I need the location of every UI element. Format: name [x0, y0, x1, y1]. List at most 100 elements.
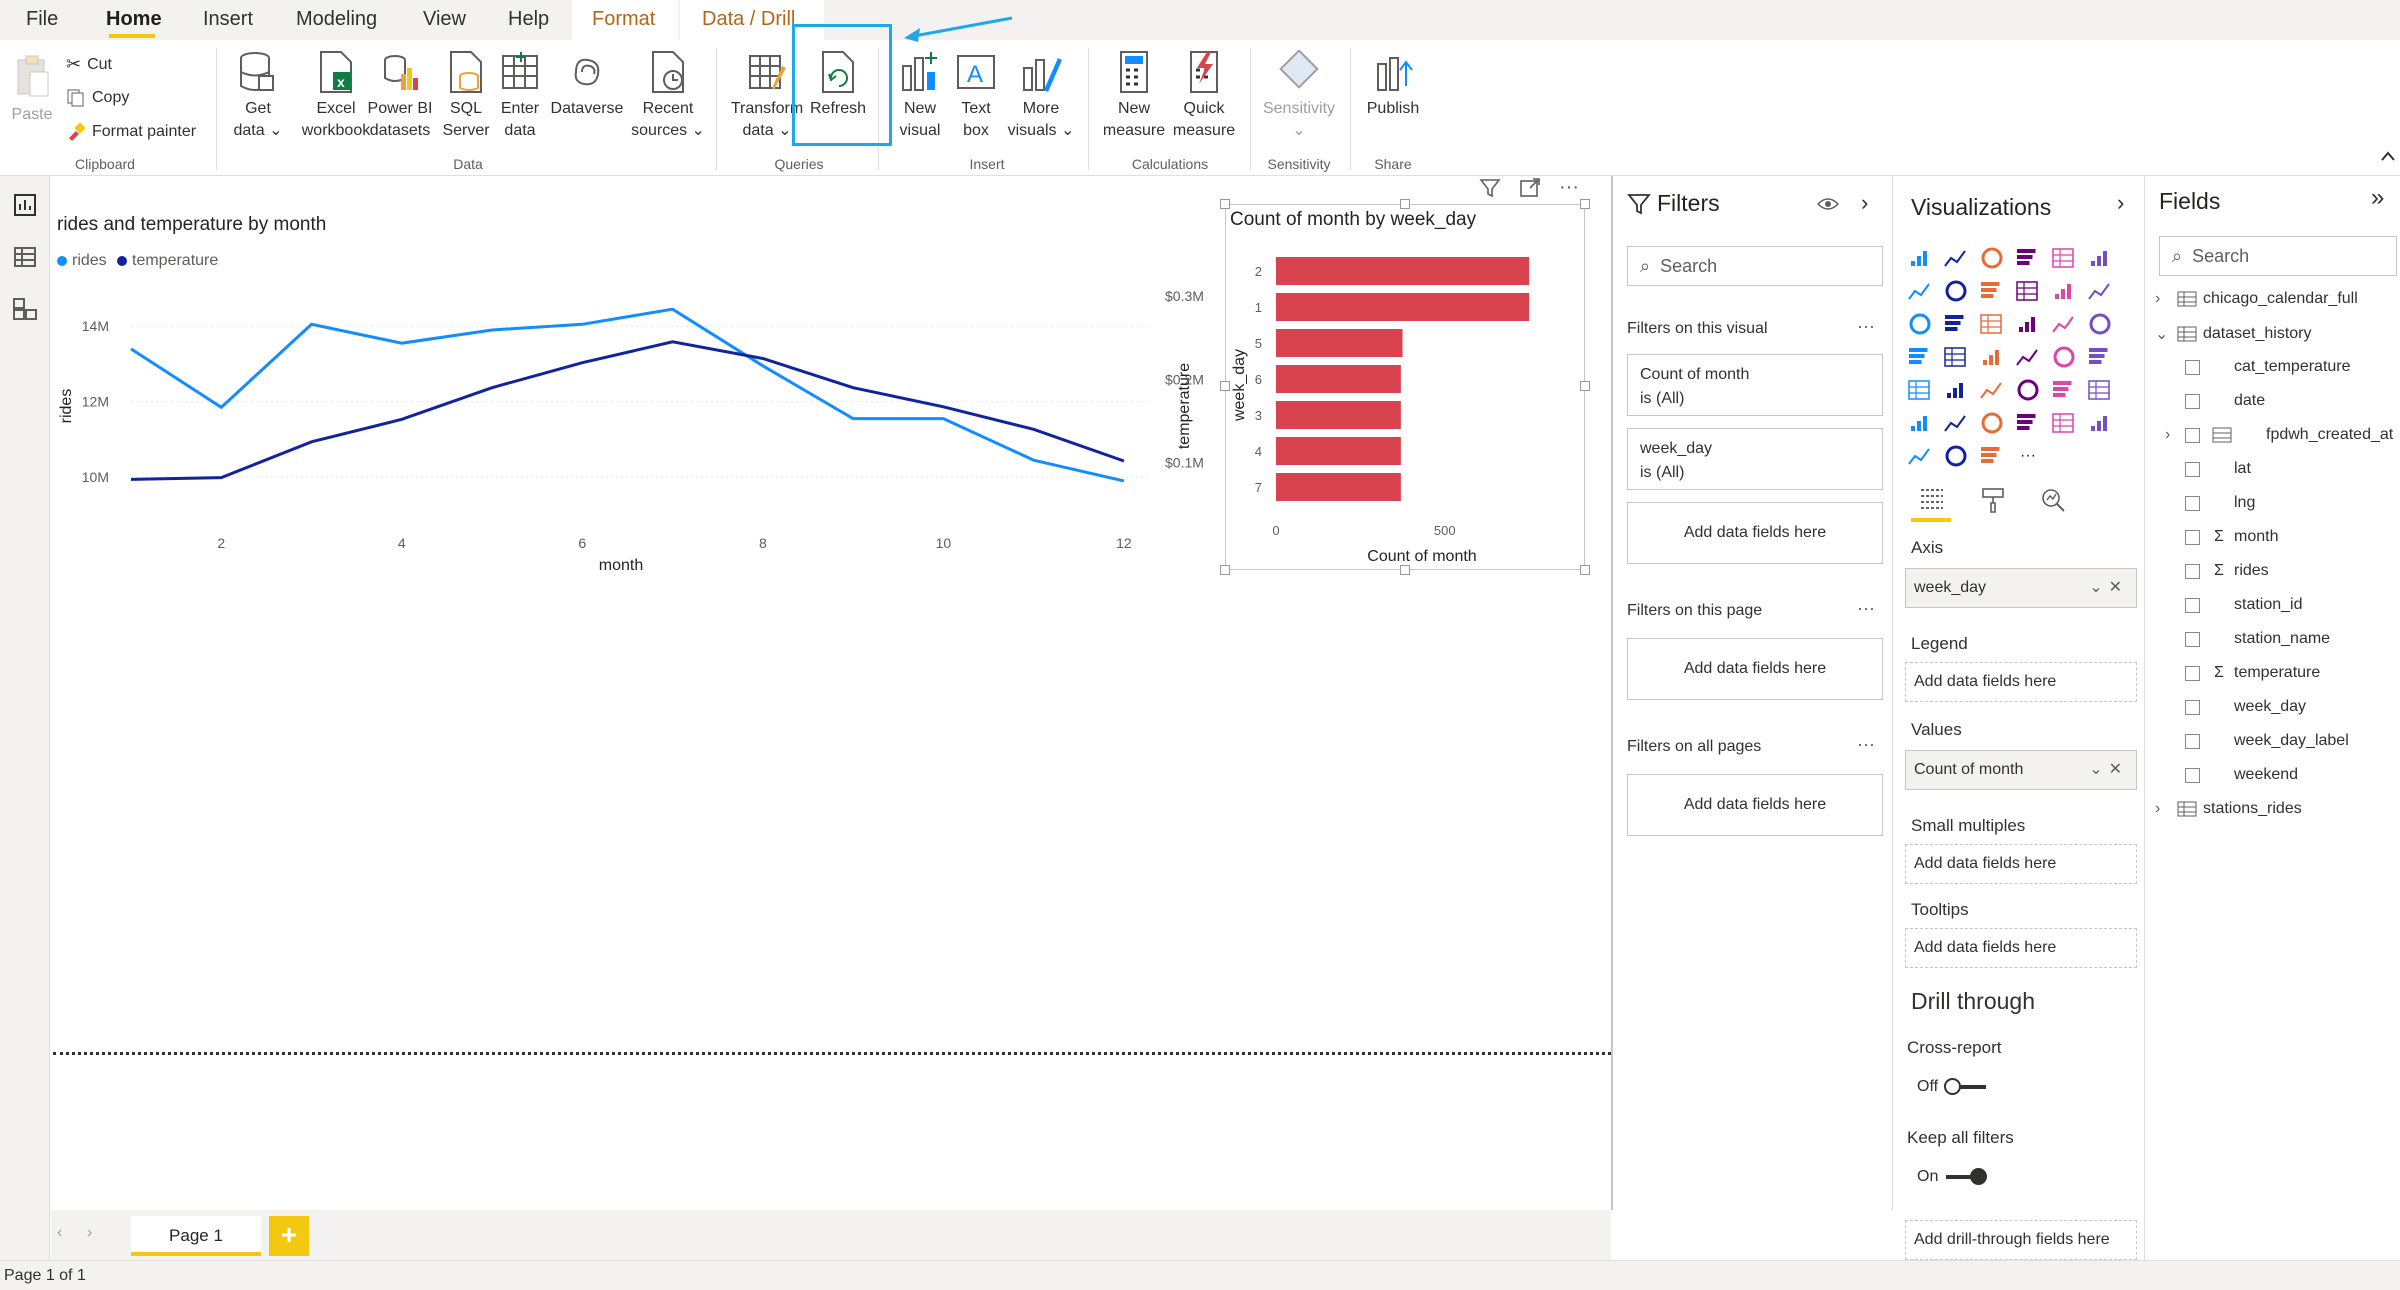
visual-type-icon[interactable] [2085, 409, 2115, 437]
menu-insert[interactable]: Insert [203, 8, 254, 30]
resize-handle[interactable] [1580, 381, 1590, 391]
field-row-week-day[interactable]: week_day [2185, 698, 2306, 716]
recent-sources-button[interactable]: Recent sources ⌄ [630, 50, 706, 142]
visual-type-icon[interactable] [2049, 376, 2079, 404]
get-data-button[interactable]: Get data ⌄ [228, 50, 288, 142]
visual-type-icon[interactable] [2013, 277, 2043, 305]
field-checkbox[interactable] [2185, 597, 2200, 613]
fields-well-icon[interactable] [1917, 486, 1947, 512]
resize-handle[interactable] [1400, 199, 1410, 209]
visual-type-icon[interactable] [1977, 343, 2007, 371]
visual-type-icon[interactable] [2049, 244, 2079, 272]
more-options-icon[interactable]: ··· [1559, 176, 1579, 198]
visual-type-icon[interactable] [1977, 442, 2007, 470]
fields-search-input[interactable]: ⌕ Search [2159, 236, 2397, 276]
field-row-lng[interactable]: lng [2185, 494, 2255, 512]
visual-type-icon[interactable] [2013, 409, 2043, 437]
field-checkbox[interactable] [2185, 427, 2200, 443]
visual-type-icon[interactable] [2049, 409, 2079, 437]
paste-button[interactable]: Paste [10, 52, 54, 126]
visual-type-icon[interactable] [2085, 310, 2115, 338]
field-checkbox[interactable] [2185, 665, 2200, 681]
visual-type-icon[interactable] [1941, 310, 1971, 338]
text-box-button[interactable]: A Text box [950, 50, 1002, 142]
visual-type-icon[interactable] [1941, 343, 1971, 371]
visual-type-icon[interactable] [2085, 376, 2115, 404]
visual-type-icon[interactable] [2013, 343, 2043, 371]
all-pages-filters-drop-zone[interactable]: Add data fields here [1627, 774, 1883, 836]
more-options-icon[interactable]: ··· [1857, 598, 1875, 618]
model-view-icon[interactable] [12, 296, 38, 322]
report-view-icon[interactable] [12, 192, 38, 218]
prev-page-icon[interactable]: ‹ [57, 1224, 63, 1241]
small-multiples-drop-zone[interactable]: Add data fields here [1905, 844, 2137, 884]
field-checkbox[interactable] [2185, 699, 2200, 715]
bar-chart-visual[interactable]: Count of month by week_day 2 1 5 6 3 4 7 0 500 Co… [1220, 199, 1590, 575]
field-row-fpdwh-created-at[interactable]: › fpdwh_created_at [2165, 426, 2393, 444]
visual-type-icon[interactable] [2013, 244, 2043, 272]
menu-home[interactable]: Home [106, 8, 162, 30]
visual-type-icon[interactable] [1905, 442, 1935, 470]
field-checkbox[interactable] [2185, 767, 2200, 783]
visual-type-icon[interactable] [1905, 244, 1935, 272]
more-options-icon[interactable]: ··· [1857, 734, 1875, 754]
field-checkbox[interactable] [2185, 495, 2200, 511]
format-paintroller-icon[interactable] [1979, 486, 2007, 514]
field-row-station-id[interactable]: station_id [2185, 596, 2303, 614]
keep-all-filters-toggle[interactable]: On [1917, 1168, 1988, 1186]
enter-data-button[interactable]: Enter data [494, 50, 546, 142]
resize-handle[interactable] [1220, 381, 1230, 391]
cross-report-toggle[interactable]: Off [1917, 1078, 1987, 1096]
axis-field-week-day[interactable]: week_day ⌄✕ [1905, 568, 2137, 608]
menu-format[interactable]: Format [592, 8, 656, 30]
resize-handle[interactable] [1220, 565, 1230, 575]
resize-handle[interactable] [1220, 199, 1230, 209]
values-field-count-of-month[interactable]: Count of month ⌄✕ [1905, 750, 2137, 790]
filter-card-week-day[interactable]: week_day is (All) [1627, 428, 1883, 490]
more-options-icon[interactable]: ··· [1857, 316, 1875, 336]
chevron-down-icon[interactable]: ⌄ [2155, 326, 2169, 343]
legend-drop-zone[interactable]: Add data fields here [1905, 662, 2137, 702]
field-controls-icon[interactable]: ⌄✕ [2089, 761, 2128, 778]
visual-type-icon[interactable] [1941, 376, 1971, 404]
focus-mode-icon[interactable] [1519, 177, 1541, 199]
visual-type-icon[interactable] [2049, 343, 2079, 371]
next-page-icon[interactable]: › [87, 1224, 93, 1241]
more-visuals-button[interactable]: More visuals ⌄ [1004, 50, 1078, 142]
cut-button[interactable]: ✂ Cut [66, 54, 112, 74]
field-row-cat-temperature[interactable]: cat_temperature [2185, 358, 2351, 376]
field-checkbox[interactable] [2185, 393, 2200, 409]
resize-handle[interactable] [1580, 199, 1590, 209]
visual-type-icon[interactable] [2049, 310, 2079, 338]
legend-temperature[interactable]: temperature [117, 252, 218, 270]
dataverse-button[interactable]: Dataverse [546, 50, 628, 120]
refresh-button[interactable]: Refresh [806, 50, 870, 120]
menu-modeling[interactable]: Modeling [296, 8, 378, 30]
visual-type-icon[interactable] [1977, 310, 2007, 338]
field-row-station-name[interactable]: station_name [2185, 630, 2330, 648]
new-visual-button[interactable]: New visual [890, 50, 950, 142]
resize-handle[interactable] [1580, 565, 1590, 575]
visual-type-icon[interactable] [1905, 277, 1935, 305]
page-filters-drop-zone[interactable]: Add data fields here [1627, 638, 1883, 700]
eye-icon[interactable] [1817, 196, 1839, 212]
collapse-fields-icon[interactable]: » [2371, 184, 2385, 211]
tooltips-drop-zone[interactable]: Add data fields here [1905, 928, 2137, 968]
visual-type-icon[interactable] [2013, 376, 2043, 404]
sensitivity-button[interactable]: Sensitivity ⌄ [1256, 50, 1342, 142]
field-checkbox[interactable] [2185, 461, 2200, 477]
add-page-button[interactable]: + [269, 1216, 309, 1256]
more-visuals-icon[interactable]: ··· [2020, 447, 2036, 464]
drill-through-drop-zone[interactable]: Add drill-through fields here [1905, 1220, 2137, 1260]
resize-handle[interactable] [1400, 565, 1410, 575]
field-checkbox[interactable] [2185, 359, 2200, 375]
field-checkbox[interactable] [2185, 631, 2200, 647]
field-controls-icon[interactable]: ⌄✕ [2089, 579, 2128, 596]
visual-type-icon[interactable] [1905, 376, 1935, 404]
chevron-right-icon[interactable]: › [2165, 426, 2171, 443]
visual-type-icon[interactable] [1941, 277, 1971, 305]
chevron-right-icon[interactable]: › [2155, 290, 2161, 307]
menu-help[interactable]: Help [508, 8, 550, 30]
visual-filters-drop-zone[interactable]: Add data fields here [1627, 502, 1883, 564]
